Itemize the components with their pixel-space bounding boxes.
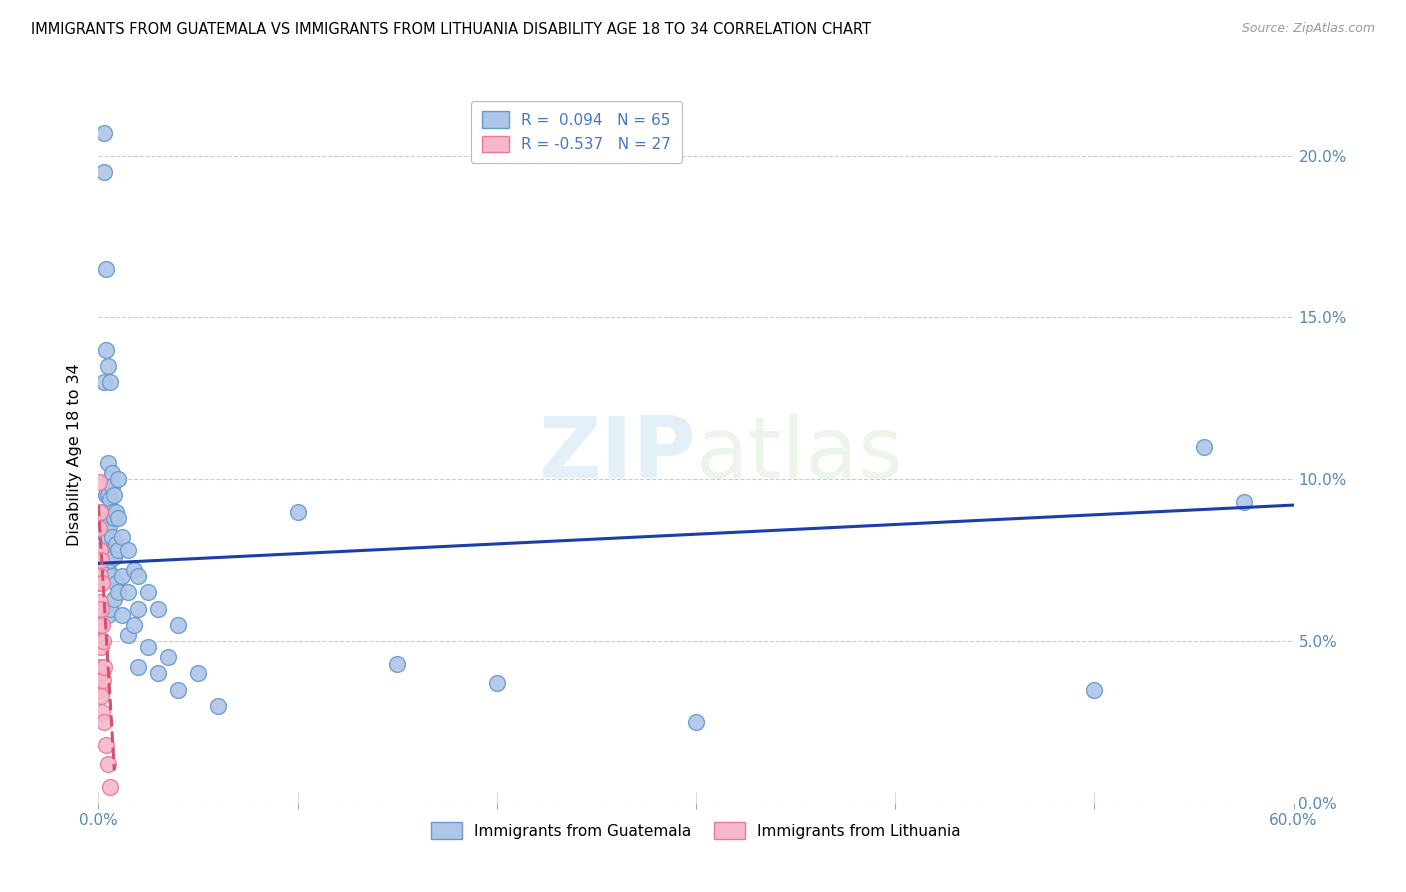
- Point: [98, 517, 122, 532]
- Point: [127, 660, 149, 674]
- Point: [93, 660, 115, 674]
- Point: [167, 617, 190, 632]
- Point: [136, 640, 159, 655]
- Point: [124, 617, 146, 632]
- Point: [91, 705, 114, 719]
- Point: [103, 488, 125, 502]
- Point: [93, 634, 115, 648]
- Point: [91, 666, 114, 681]
- Point: [117, 585, 139, 599]
- Point: [89, 634, 111, 648]
- Point: [89, 543, 111, 558]
- Point: [98, 601, 122, 615]
- Point: [127, 569, 149, 583]
- Point: [96, 261, 118, 276]
- Point: [111, 531, 134, 545]
- Point: [91, 617, 114, 632]
- Point: [90, 553, 112, 567]
- Point: [97, 359, 120, 373]
- Point: [187, 666, 209, 681]
- Point: [96, 738, 118, 752]
- Legend: Immigrants from Guatemala, Immigrants from Lithuania: Immigrants from Guatemala, Immigrants fr…: [425, 816, 967, 846]
- Point: [101, 478, 124, 492]
- Point: [105, 504, 128, 518]
- Point: [103, 511, 125, 525]
- Point: [89, 549, 111, 564]
- Point: [89, 682, 111, 697]
- Point: [105, 537, 128, 551]
- Point: [111, 608, 134, 623]
- Point: [1233, 495, 1256, 509]
- Point: [93, 126, 115, 140]
- Point: [93, 504, 115, 518]
- Point: [98, 472, 122, 486]
- Point: [107, 585, 129, 599]
- Point: [93, 673, 115, 687]
- Point: [101, 466, 124, 480]
- Point: [97, 456, 120, 470]
- Point: [89, 575, 111, 590]
- Point: [98, 780, 122, 794]
- Point: [124, 563, 146, 577]
- Point: [117, 543, 139, 558]
- Point: [685, 714, 707, 729]
- Point: [105, 575, 128, 590]
- Point: [90, 601, 112, 615]
- Point: [89, 504, 111, 518]
- Text: IMMIGRANTS FROM GUATEMALA VS IMMIGRANTS FROM LITHUANIA DISABILITY AGE 18 TO 34 C: IMMIGRANTS FROM GUATEMALA VS IMMIGRANTS …: [31, 22, 870, 37]
- Text: ZIP: ZIP: [538, 413, 696, 497]
- Point: [103, 591, 125, 606]
- Point: [93, 165, 115, 179]
- Text: Source: ZipAtlas.com: Source: ZipAtlas.com: [1241, 22, 1375, 36]
- Point: [167, 682, 190, 697]
- Point: [93, 543, 115, 558]
- Point: [107, 472, 129, 486]
- Point: [148, 666, 170, 681]
- Point: [97, 756, 120, 771]
- Point: [157, 650, 180, 665]
- Point: [89, 660, 111, 674]
- Point: [98, 375, 122, 389]
- Point: [96, 531, 118, 545]
- Point: [1192, 440, 1215, 454]
- Point: [89, 475, 111, 490]
- Point: [98, 553, 122, 567]
- Point: [103, 549, 125, 564]
- Point: [97, 488, 120, 502]
- Point: [89, 569, 111, 583]
- Point: [136, 585, 159, 599]
- Point: [117, 627, 139, 641]
- Point: [127, 601, 149, 615]
- Point: [101, 531, 124, 545]
- Point: [96, 488, 118, 502]
- Point: [148, 601, 170, 615]
- Point: [89, 595, 111, 609]
- Point: [97, 511, 120, 525]
- Point: [207, 698, 229, 713]
- Point: [97, 608, 120, 623]
- Point: [287, 504, 309, 518]
- Point: [93, 714, 115, 729]
- Y-axis label: Disability Age 18 to 34: Disability Age 18 to 34: [67, 364, 83, 546]
- Point: [485, 676, 508, 690]
- Point: [90, 689, 112, 703]
- Point: [93, 375, 115, 389]
- Point: [1083, 682, 1105, 697]
- Point: [107, 543, 129, 558]
- Point: [89, 521, 111, 535]
- Point: [101, 504, 124, 518]
- Point: [89, 617, 111, 632]
- Point: [111, 569, 134, 583]
- Text: atlas: atlas: [696, 413, 904, 497]
- Point: [98, 491, 122, 506]
- Point: [91, 575, 114, 590]
- Point: [96, 343, 118, 357]
- Point: [101, 569, 124, 583]
- Point: [385, 657, 409, 671]
- Point: [97, 563, 120, 577]
- Point: [107, 511, 129, 525]
- Point: [90, 640, 112, 655]
